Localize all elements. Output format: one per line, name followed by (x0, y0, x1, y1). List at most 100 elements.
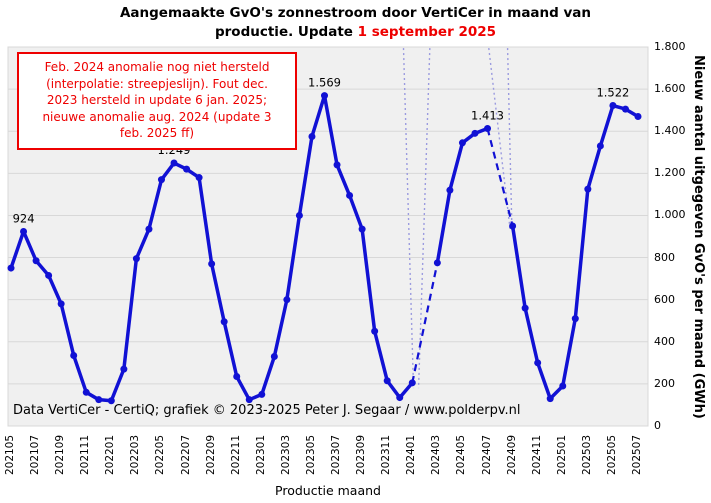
y-axis-tick-label: 1.200 (654, 166, 686, 180)
x-axis-tick-label: 202301 (254, 434, 267, 476)
data-point (596, 142, 604, 150)
y-axis-tick-label: 800 (654, 250, 675, 264)
data-point (245, 396, 253, 404)
x-axis-tick-label: 202403 (430, 434, 443, 476)
y-axis-tick-label: 1.400 (654, 124, 686, 138)
chart-title-line2: productie. Update (214, 24, 358, 40)
data-point (509, 222, 517, 230)
data-point (233, 373, 241, 381)
data-point (396, 394, 404, 402)
interpolated-dashed-line (486, 128, 514, 227)
x-axis-tick-label: 202203 (129, 434, 142, 476)
data-point (107, 397, 115, 405)
data-point (559, 382, 567, 390)
x-axis-tick-label: 202205 (154, 434, 167, 476)
annotation-line: (interpolatie: streepjeslijn). Fout dec. (46, 76, 268, 91)
data-point (220, 318, 228, 326)
data-point (283, 296, 291, 304)
data-point (584, 185, 592, 193)
x-axis-tick-label: 202501 (555, 434, 568, 476)
chart-title: Aangemaakte GvO's zonnestroom door Verti… (0, 4, 711, 42)
x-axis-tick-label: 202311 (380, 434, 393, 476)
data-point (308, 132, 316, 140)
x-axis-tick-label: 202407 (480, 434, 493, 476)
data-point (546, 395, 554, 403)
data-point (170, 159, 178, 167)
anomaly-guide-line (506, 48, 513, 232)
data-point (433, 259, 441, 267)
data-point (183, 165, 191, 173)
data-point (634, 112, 642, 120)
data-point (258, 390, 266, 398)
y-axis-tick-label: 600 (654, 292, 675, 306)
data-point (358, 225, 366, 233)
anomaly-guide-line (402, 48, 415, 389)
data-point (120, 365, 128, 373)
data-point (383, 377, 391, 385)
data-point (446, 186, 454, 194)
data-point (208, 260, 216, 268)
data-point (333, 161, 341, 169)
annotation-line: 2023 hersteld in update 6 jan. 2025; (46, 93, 268, 107)
x-axis-title: Productie maand (275, 483, 381, 498)
data-point (157, 176, 165, 184)
annotation-line: nieuwe anomalie aug. 2024 (update 3 (42, 109, 272, 124)
update-date: 1 september 2025 (357, 24, 497, 40)
data-point (571, 315, 579, 323)
x-axis-tick-label: 202303 (279, 434, 292, 476)
annotation-box: Feb. 2024 anomalie nog niet hersteld (in… (17, 52, 297, 150)
x-axis-tick-label: 202503 (580, 434, 593, 476)
data-point (621, 105, 629, 113)
data-point (471, 129, 479, 137)
y-axis-tick-label: 400 (654, 334, 675, 348)
x-axis-tick-label: 202105 (4, 434, 16, 476)
data-point (32, 257, 40, 265)
data-point (346, 191, 354, 199)
x-axis-tick-label: 202405 (455, 434, 468, 476)
x-axis-tick-label: 202309 (355, 434, 368, 476)
data-point (484, 124, 492, 132)
data-point (521, 304, 529, 312)
data-point (82, 388, 90, 396)
x-axis-tick-label: 202305 (304, 434, 317, 476)
x-axis-tick-label: 202111 (79, 434, 92, 476)
x-axis-tick-label: 202107 (29, 434, 42, 476)
chart-title-line1: Aangemaakte GvO's zonnestroom door Verti… (119, 5, 592, 21)
y-axis-tick-label: 1.000 (654, 208, 686, 222)
x-axis-tick-label: 202207 (179, 434, 192, 476)
interpolated-dashed-line (411, 262, 439, 384)
y-axis-title: Nieuw aantal uitgegeven GvO's per maand … (691, 55, 706, 419)
x-axis-tick-label: 202109 (54, 434, 67, 476)
y-axis-tick-label: 200 (654, 376, 675, 390)
x-axis-tick-label: 202411 (530, 434, 543, 476)
y-axis-tick-label: 1.800 (654, 40, 686, 53)
anomaly-guide-line (417, 48, 431, 389)
point-label: 1.569 (308, 76, 341, 90)
data-point (95, 396, 103, 404)
x-axis-tick-label: 202409 (505, 434, 518, 476)
data-point (57, 300, 65, 308)
data-point (70, 351, 78, 359)
data-point (195, 174, 203, 182)
annotation-line: Feb. 2024 anomalie nog niet hersteld (44, 60, 270, 74)
x-axis-tick-label: 202211 (229, 434, 242, 476)
data-point (45, 271, 53, 279)
data-point (295, 211, 303, 219)
data-point (270, 353, 278, 361)
point-label: 1.413 (471, 108, 504, 122)
point-label: 924 (13, 211, 35, 225)
y-axis-tick-label: 0 (654, 419, 661, 432)
data-point (132, 255, 140, 263)
data-point (371, 327, 379, 335)
x-axis-tick-label: 202507 (631, 434, 643, 476)
data-point (20, 227, 28, 235)
data-point (534, 359, 542, 367)
y-axis-tick-label: 1.600 (654, 82, 686, 96)
data-point (321, 92, 328, 100)
x-axis-tick-label: 202209 (204, 434, 217, 476)
x-axis-tick-label: 202401 (405, 434, 418, 476)
data-point (609, 102, 617, 110)
data-point (7, 264, 15, 272)
x-axis-tick-label: 202201 (104, 434, 117, 476)
